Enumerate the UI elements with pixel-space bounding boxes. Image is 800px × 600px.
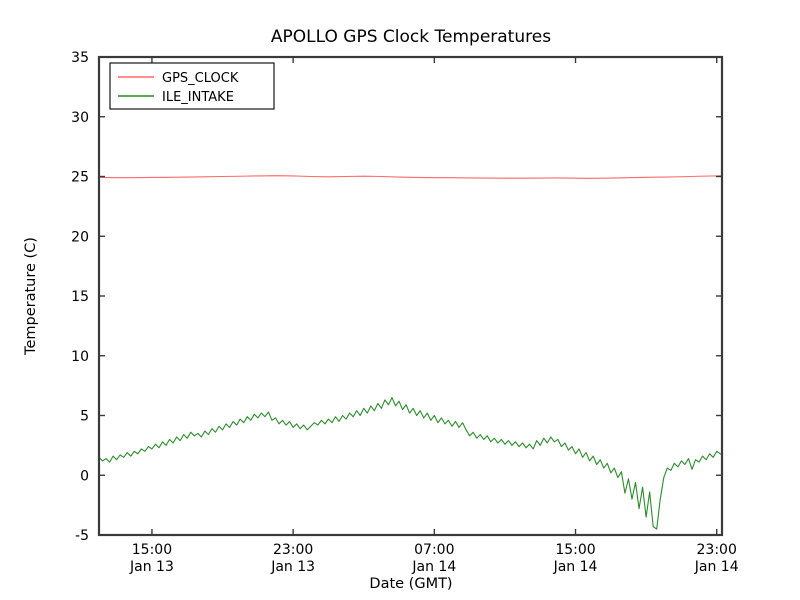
legend-label-gps-clock: GPS_CLOCK — [162, 71, 239, 86]
x-tick-label-time: 15:00 — [132, 542, 172, 558]
plot-area-background — [99, 57, 722, 535]
y-axis-label: Temperature (C) — [23, 237, 39, 356]
x-tick-label-time: 23:00 — [697, 542, 737, 558]
x-tick-label-time: 15:00 — [555, 542, 595, 558]
y-tick-label: 20 — [71, 229, 89, 245]
x-tick-label-date: Jan 13 — [270, 559, 315, 575]
x-tick-label-time: 23:00 — [273, 542, 313, 558]
x-tick-label-time: 07:00 — [414, 542, 454, 558]
y-tick-label: 35 — [71, 50, 89, 66]
series-line-gps-clock — [98, 175, 723, 179]
chart-title: APOLLO GPS Clock Temperatures — [271, 27, 551, 47]
series-line-ile-intake — [98, 397, 723, 530]
chart-legend[interactable]: GPS_CLOCK ILE_INTAKE — [109, 62, 275, 110]
y-tick-label: 10 — [71, 349, 89, 365]
y-tick-label: 30 — [71, 110, 89, 126]
x-tick-label-date: Jan 14 — [694, 559, 739, 575]
y-tick-label: 0 — [80, 468, 89, 484]
legend-frame — [109, 62, 275, 110]
y-tick-label: 15 — [71, 289, 89, 305]
data-series-layer — [98, 175, 723, 530]
y-axis-ticks: -5 0 5 10 15 20 25 30 35 — [71, 50, 722, 544]
x-axis-label: Date (GMT) — [369, 576, 452, 592]
y-tick-label: -5 — [75, 528, 89, 544]
x-tick-label-date: Jan 13 — [129, 559, 174, 575]
legend-label-ile-intake: ILE_INTAKE — [162, 90, 234, 105]
x-tick-label-date: Jan 14 — [553, 559, 598, 575]
y-tick-label: 5 — [80, 409, 89, 425]
x-tick-label-date: Jan 14 — [411, 559, 456, 575]
y-tick-label: 25 — [71, 170, 89, 186]
